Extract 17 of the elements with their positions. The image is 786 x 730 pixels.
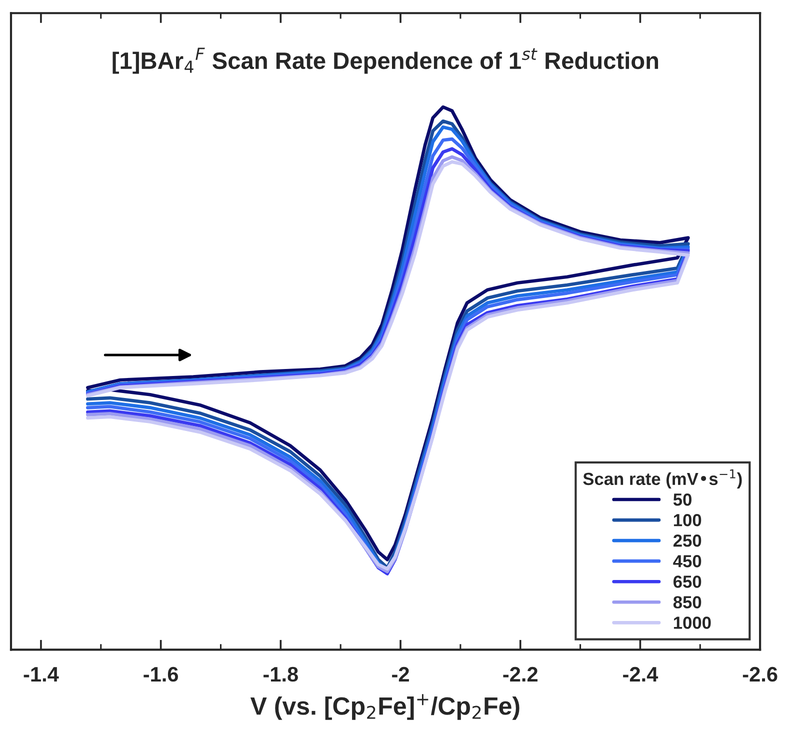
legend-label: 100 xyxy=(674,514,702,526)
legend-label: 850 xyxy=(673,596,702,608)
x-tick-label: -1.8 xyxy=(264,666,298,682)
legend-label: 1000 xyxy=(674,616,711,629)
x-tick-label: -1.4 xyxy=(24,667,59,682)
x-tick-label: -2.4 xyxy=(623,666,658,682)
x-tick-label: -1.6 xyxy=(144,666,178,682)
legend-label: 650 xyxy=(674,576,702,588)
legend-title: Scan rate (mV•s$^{−1}$) xyxy=(583,469,742,489)
x-tick-label: -2.2 xyxy=(503,666,538,682)
legend-label: 50 xyxy=(673,493,692,506)
x-axis-title: V (vs. [Cp$_{2}$Fe]$^{+}$/Cp$_{2}$Fe) xyxy=(250,694,520,720)
x-tick-label: -2 xyxy=(392,666,409,682)
legend-label: 450 xyxy=(673,555,702,568)
x-tick-label: -2.6 xyxy=(742,666,778,682)
chart-title: [1]BAr$_{4}$$^{F}$ Scan Rate Dependence of 1$^{st}$ Reduction xyxy=(112,48,658,74)
legend-label: 250 xyxy=(673,534,702,547)
